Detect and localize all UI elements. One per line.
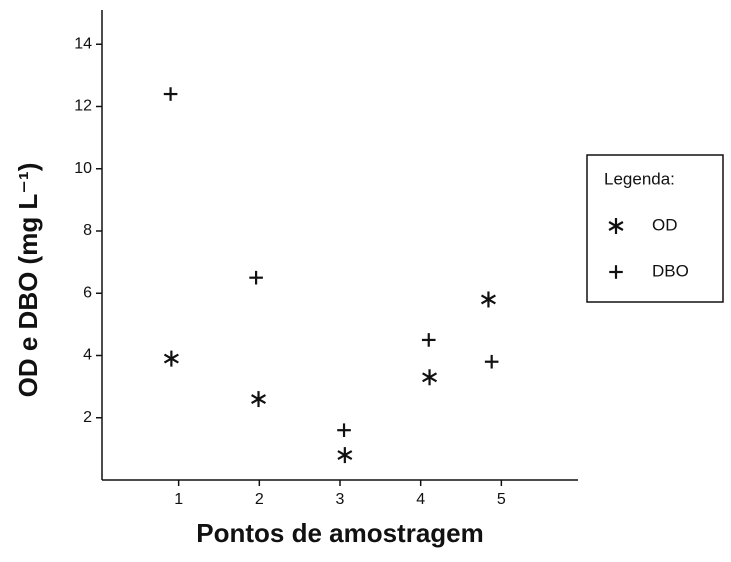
marker-stroke: [337, 450, 353, 461]
marker-stroke: [480, 294, 496, 305]
point: [163, 350, 179, 367]
y-tick-label: 10: [74, 160, 92, 177]
y-tick-label: 6: [83, 284, 92, 301]
point: [337, 447, 353, 464]
point: [249, 270, 263, 285]
point: [422, 369, 438, 386]
marker-stroke: [422, 372, 438, 383]
x-tick-label: 5: [497, 491, 506, 508]
marker-stroke: [251, 394, 266, 405]
y-axis-title: OD e DBO (mg L⁻¹): [13, 163, 43, 398]
x-tick-label: 1: [174, 491, 183, 508]
marker-stroke: [608, 221, 624, 231]
y-tick-label: 8: [83, 222, 92, 239]
point: [480, 291, 496, 308]
x-tick-label: 3: [336, 491, 345, 508]
x-tick-label: 4: [416, 491, 425, 508]
legend-title: Legenda:: [604, 169, 675, 188]
legend-label: DBO: [652, 261, 689, 280]
legend-marker: [609, 265, 623, 279]
y-tick-label: 14: [74, 35, 92, 52]
legend-marker: [608, 218, 624, 234]
point: [251, 391, 266, 408]
point: [163, 87, 178, 101]
x-tick-label: 2: [255, 491, 264, 508]
point: [337, 423, 351, 437]
y-tick-label: 12: [74, 98, 92, 115]
x-axis-title: Pontos de amostragem: [196, 518, 484, 548]
y-tick-label: 4: [83, 347, 92, 364]
point: [484, 354, 499, 369]
marker-stroke: [163, 353, 179, 364]
point: [421, 333, 436, 347]
legend-label: OD: [652, 215, 678, 234]
y-tick-label: 2: [83, 409, 92, 426]
